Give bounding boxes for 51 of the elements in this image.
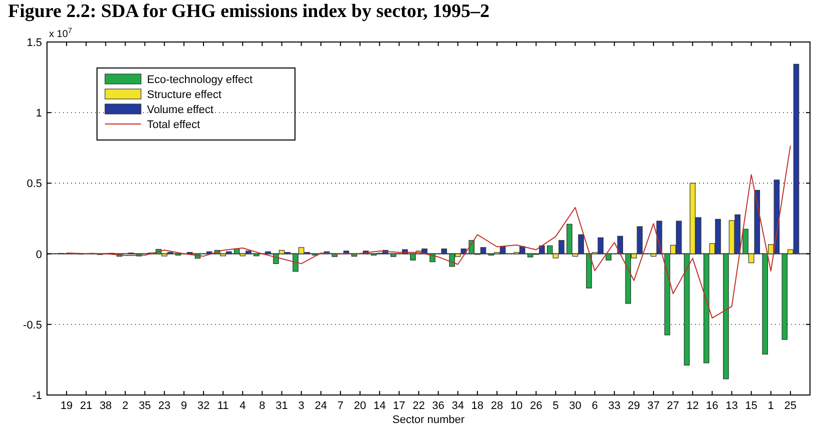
legend-label: Total effect (147, 119, 200, 131)
y-tick-label: -1 (32, 390, 42, 402)
x-tick-label: 2 (122, 400, 128, 412)
y-tick-label: 0 (36, 248, 42, 261)
x-tick-label: 25 (784, 400, 797, 412)
x-tick-label: 1 (768, 400, 774, 412)
x-tick-label: 8 (259, 400, 266, 412)
x-tick-label: 10 (510, 400, 523, 412)
y-tick-label: -0.5 (23, 319, 42, 332)
x-tick-label: 36 (432, 400, 444, 412)
x-tick-label: 28 (490, 400, 504, 412)
x-tick-label: 6 (592, 400, 598, 412)
x-tick-label: 14 (373, 400, 386, 412)
x-tick-label: 9 (180, 400, 188, 412)
x-tick-label: 20 (354, 400, 366, 412)
x-tick-label: 33 (608, 400, 620, 412)
x-tick-label: 31 (276, 400, 288, 412)
legend-label: Structure effect (147, 89, 222, 101)
y-tick-label: 1 (36, 108, 42, 120)
x-tick-label: 21 (80, 400, 92, 412)
x-tick-label: 16 (706, 400, 718, 412)
legend-label: Eco-technology effect (147, 74, 253, 86)
x-tick-label: 26 (530, 400, 542, 412)
x-tick-label: 23 (158, 400, 171, 412)
x-tick-label: 13 (726, 400, 738, 412)
x-tick-label: 3 (298, 400, 304, 412)
x-tick-label: 4 (240, 400, 246, 412)
x-tick-label: 34 (452, 400, 464, 412)
y-tick-label: 0.5 (26, 178, 42, 190)
x-tick-label: 7 (337, 400, 344, 412)
x-tick-label: 18 (471, 400, 484, 412)
chart-title: Figure 2.2: SDA for GHG emissions index by sector, 1995–2 (8, 1, 490, 22)
x-tick-label: 22 (412, 400, 425, 412)
x-tick-label: 19 (60, 400, 73, 412)
x-tick-label: 15 (745, 400, 758, 412)
x-tick-label: 5 (552, 400, 559, 412)
x-tick-label: 30 (569, 400, 582, 412)
text: x 10$^{7}$ (49, 26, 72, 40)
x-tick-label: 37 (647, 400, 660, 412)
x-tick-label: 35 (138, 400, 151, 412)
x-axis-title: Sector number (392, 414, 465, 426)
x-tick-label: 38 (100, 400, 112, 412)
legend-label: Volume effect (147, 104, 214, 116)
x-tick-label: 12 (686, 400, 699, 412)
x-tick-label: 24 (314, 400, 328, 412)
x-tick-label: 17 (393, 400, 406, 412)
x-tick-label: 27 (666, 400, 680, 412)
x-tick-label: 32 (197, 400, 210, 412)
x-tick-label: 29 (628, 400, 640, 412)
y-tick-label: 1.5 (26, 37, 42, 49)
x-tick-label: 11 (217, 400, 229, 412)
